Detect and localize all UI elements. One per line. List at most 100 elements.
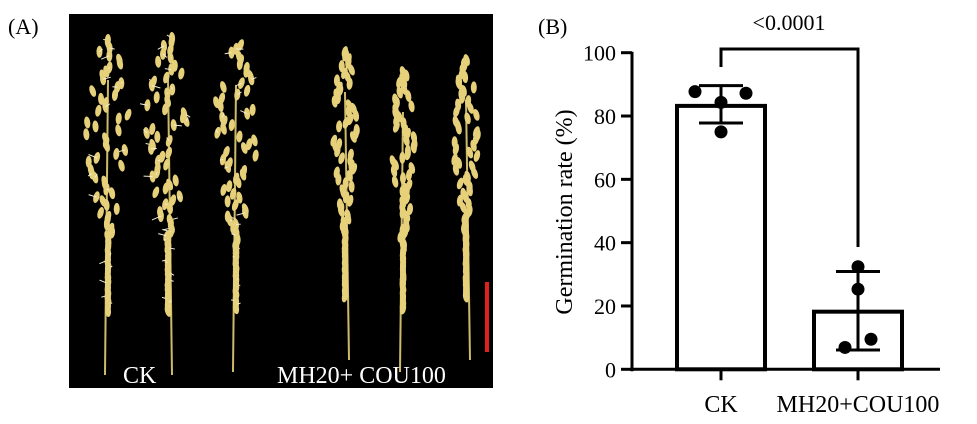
significance-label: <0.0001 (753, 10, 826, 35)
grain (350, 163, 358, 175)
grain (89, 85, 97, 97)
data-point (714, 125, 728, 139)
grain (396, 86, 403, 99)
panel-b-label: (B) (538, 14, 567, 39)
x-tick-label-ck: CK (704, 392, 738, 418)
grain (346, 77, 353, 90)
grain (236, 58, 243, 71)
sprout (240, 110, 248, 115)
y-tick-label: 20 (594, 294, 616, 319)
grain (336, 120, 343, 133)
grain (452, 143, 460, 156)
grain (473, 108, 480, 121)
sprout (121, 81, 124, 84)
sprout (236, 82, 242, 86)
grain (224, 195, 231, 208)
sprout (171, 86, 173, 90)
sprout (251, 77, 257, 80)
group-label-ck: CK (123, 363, 157, 389)
grain (341, 290, 349, 303)
sprout (143, 129, 147, 134)
grain (124, 108, 132, 121)
sprout (118, 149, 126, 153)
grain (153, 91, 160, 104)
grain (252, 149, 259, 162)
grain (229, 187, 237, 200)
data-point (714, 95, 728, 109)
grain (84, 116, 91, 129)
grain (217, 100, 224, 112)
grain (98, 92, 105, 105)
sprout (220, 158, 224, 161)
panicles (83, 32, 481, 376)
sprout (237, 91, 242, 96)
sprout (88, 154, 98, 159)
sprout (157, 159, 161, 162)
sprout (158, 233, 167, 237)
grain (466, 146, 474, 159)
grain (245, 138, 253, 151)
sprout (87, 173, 93, 177)
grain (95, 104, 102, 117)
sprout (139, 103, 148, 106)
grain (111, 89, 119, 101)
grain (239, 168, 247, 181)
sprout (173, 124, 182, 127)
grain (249, 103, 256, 116)
grain (455, 122, 462, 135)
grain (104, 305, 112, 318)
grain (335, 173, 342, 186)
grain (220, 184, 227, 196)
sprout (170, 57, 172, 59)
grain (399, 302, 407, 315)
grain (164, 305, 172, 317)
grain (236, 130, 243, 143)
grain (347, 63, 355, 76)
grain (455, 78, 463, 90)
grain (165, 146, 173, 159)
data-point (739, 86, 753, 100)
grain (352, 109, 360, 122)
sprout (224, 52, 232, 55)
grain (342, 177, 349, 190)
panicle (139, 32, 191, 376)
sprout (94, 173, 98, 178)
sprout (162, 53, 168, 58)
data-point (864, 332, 878, 346)
grain (405, 168, 413, 181)
sprout (102, 76, 111, 80)
x-tick-label-treatment: MH20+COU100 (777, 392, 940, 418)
grain (392, 121, 400, 133)
grain (152, 186, 160, 199)
grain (240, 142, 248, 154)
panicle (389, 66, 418, 373)
panel-a-label: (A) (8, 14, 39, 39)
grain (163, 71, 170, 84)
grain (178, 67, 185, 80)
grain (470, 139, 477, 152)
data-point (838, 340, 852, 354)
grain (396, 76, 403, 89)
grain (235, 176, 242, 189)
panicle (451, 54, 481, 361)
grain (406, 203, 414, 216)
grain (462, 290, 470, 303)
sprout (157, 45, 165, 50)
sprout (155, 172, 158, 175)
grain (453, 105, 460, 118)
grain (243, 84, 251, 97)
grain (92, 120, 99, 133)
grain (97, 207, 104, 219)
grain (338, 152, 345, 165)
grain (459, 91, 466, 104)
sprout (177, 196, 181, 200)
grain (459, 201, 467, 214)
grain (166, 202, 173, 215)
y-tick-label: 40 (594, 231, 616, 256)
sprout (109, 47, 115, 50)
grain (405, 90, 412, 102)
grain (404, 148, 411, 161)
grain (349, 131, 357, 143)
sprout (151, 215, 162, 221)
